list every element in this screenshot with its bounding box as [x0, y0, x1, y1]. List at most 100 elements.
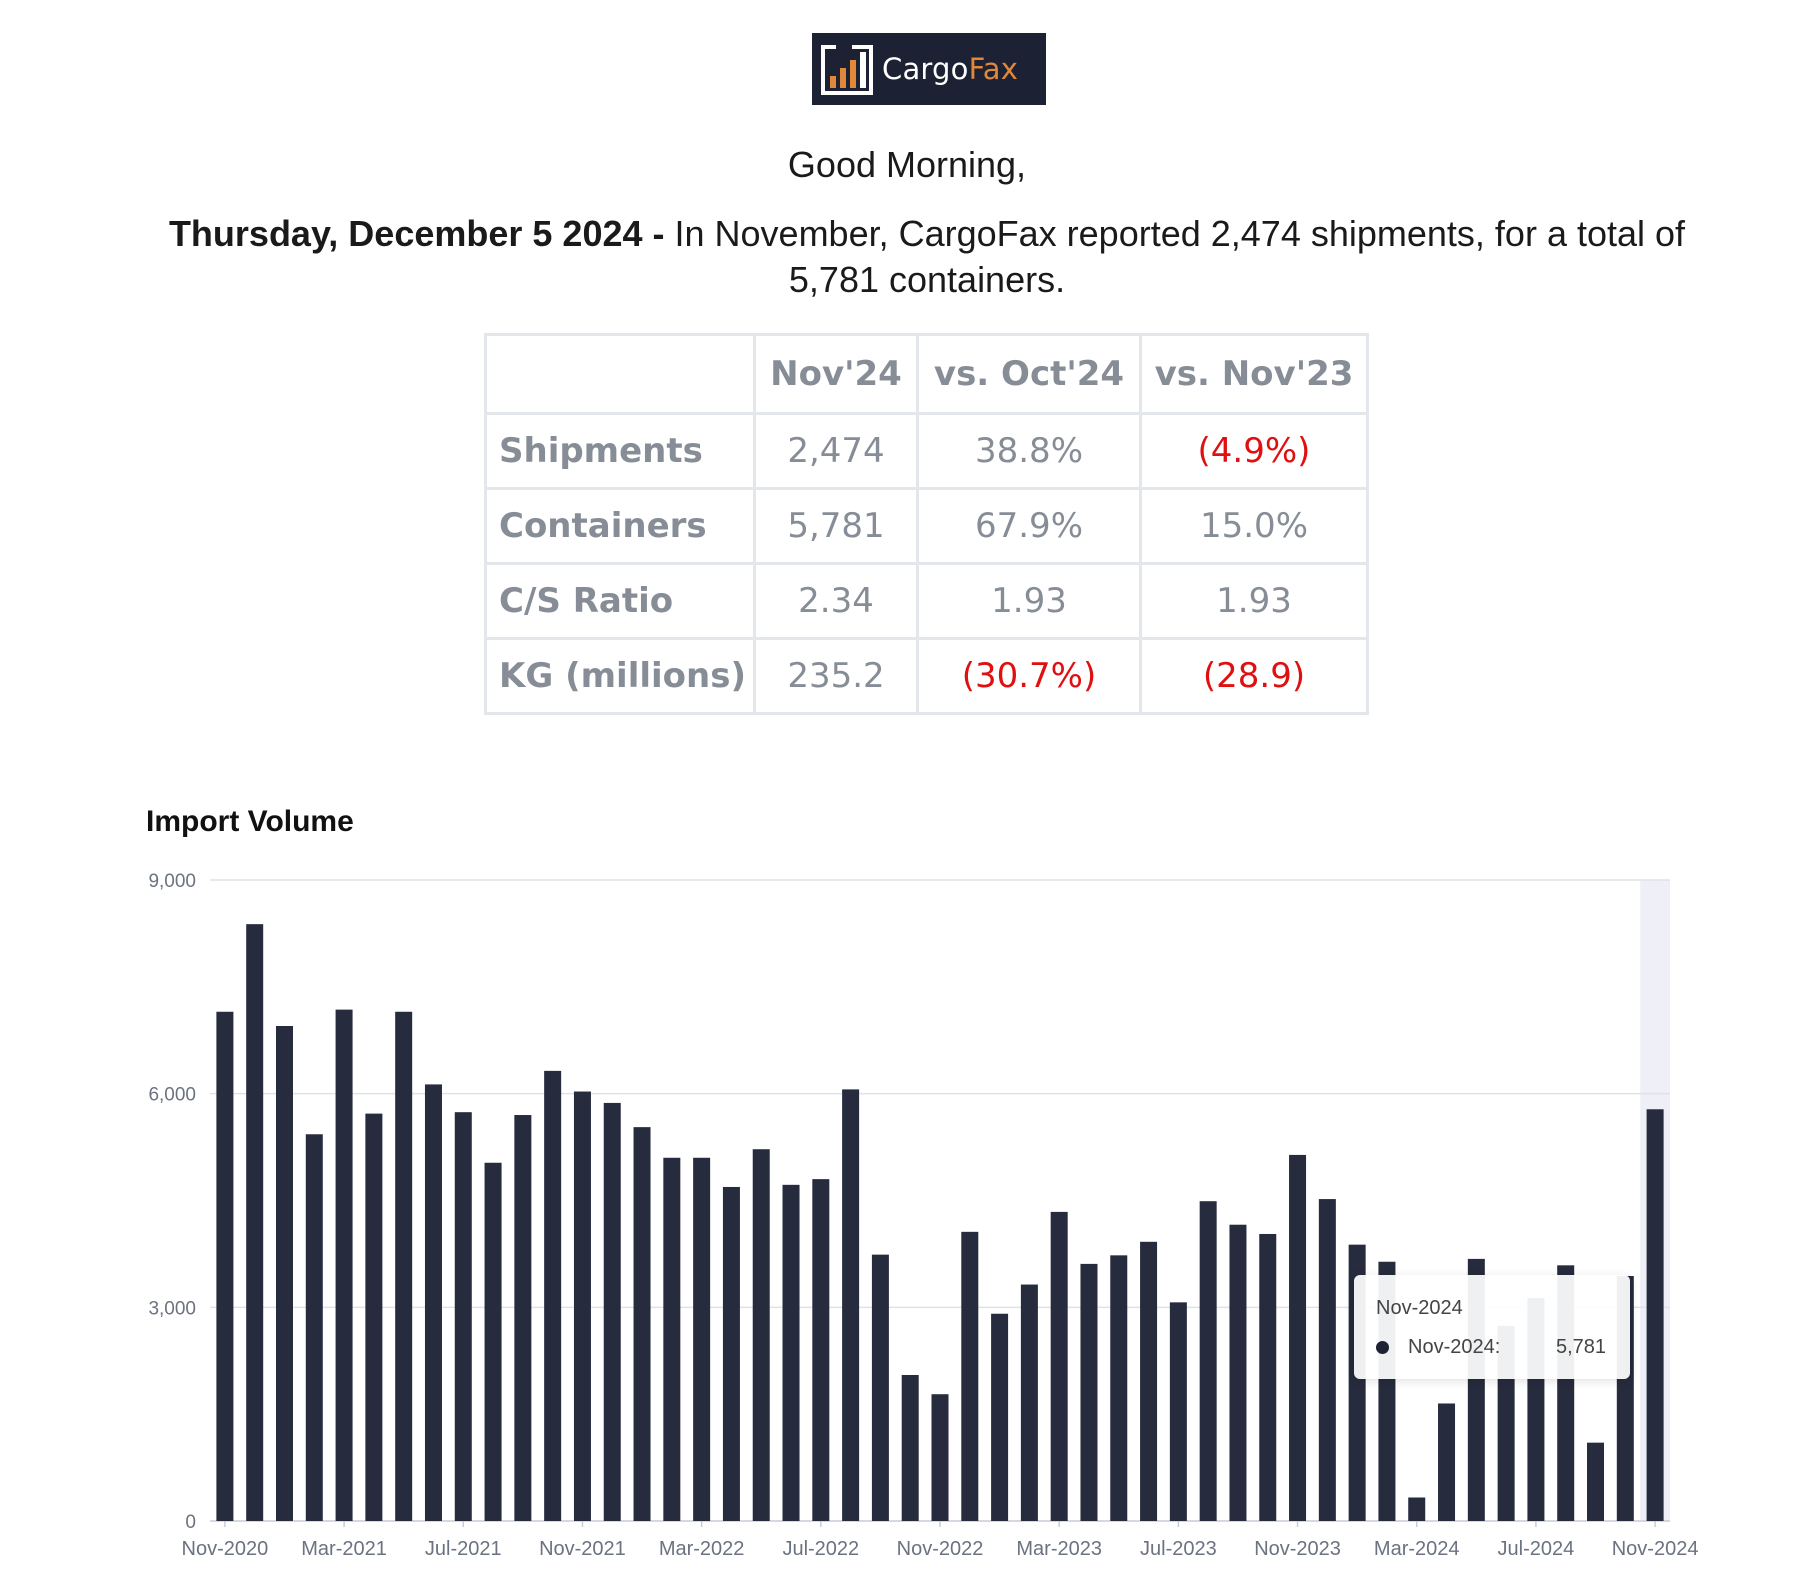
bar — [782, 1184, 800, 1521]
logo-word-fax: Fax — [968, 52, 1019, 86]
logo-wordmark: CargoFax — [882, 52, 1018, 86]
stats-cell: 235.2 — [753, 637, 919, 715]
stats-cell-negative: (28.9) — [1139, 637, 1369, 715]
x-tick-label: Jul-2023 — [1140, 1538, 1217, 1560]
cargofax-logo: CargoFax — [812, 33, 1046, 105]
stats-header-row: Nov'24 vs. Oct'24 vs. Nov'23 — [484, 333, 1369, 415]
bar — [1229, 1224, 1247, 1521]
stats-row-label: Shipments — [484, 412, 756, 490]
bar — [991, 1313, 1009, 1521]
import-volume-chart: 0 3,000 6,000 9,000 Nov-2020 Mar-2021 Jul-2021… — [148, 871, 1699, 1560]
bar — [424, 1084, 442, 1521]
tooltip-series-dot-icon — [1376, 1341, 1389, 1354]
headline: Thursday, December 5 2024 - In November,… — [150, 211, 1704, 303]
bar — [1408, 1497, 1426, 1521]
bar — [633, 1127, 651, 1521]
stats-cell: 2.34 — [753, 562, 919, 640]
stats-row-shipments: Shipments 2,474 38.8% (4.9%) — [484, 412, 1369, 490]
stats-cell-negative: (30.7%) — [916, 637, 1142, 715]
bar — [1169, 1302, 1187, 1521]
bar — [1438, 1403, 1456, 1521]
bar — [1140, 1241, 1158, 1521]
stats-row-containers: Containers 5,781 67.9% 15.0% — [484, 487, 1369, 565]
stats-row-kg: KG (millions) 235.2 (30.7%) (28.9) — [484, 637, 1369, 715]
bar — [1289, 1154, 1307, 1521]
chart-title: Import Volume — [146, 805, 354, 838]
x-tick-label: Nov-2022 — [897, 1538, 984, 1560]
stats-table: Nov'24 vs. Oct'24 vs. Nov'23 Shipments 2… — [484, 333, 1369, 715]
bar — [603, 1102, 621, 1521]
x-tick-label: Nov-2024 — [1612, 1538, 1699, 1560]
y-tick-label: 3,000 — [148, 1298, 196, 1319]
x-tick-label: Jul-2022 — [782, 1538, 859, 1560]
stats-header-vs-oct24: vs. Oct'24 — [916, 333, 1142, 415]
bar — [1646, 1109, 1664, 1521]
stats-row-label: Containers — [484, 487, 756, 565]
bar — [961, 1231, 979, 1521]
stats-cell: 38.8% — [916, 412, 1142, 490]
y-tick-label: 6,000 — [148, 1085, 196, 1106]
bar — [216, 1011, 234, 1521]
stats-cell: 15.0% — [1139, 487, 1369, 565]
stats-cell: 1.93 — [1139, 562, 1369, 640]
bar — [484, 1162, 502, 1521]
bar — [365, 1113, 383, 1521]
stats-header-blank — [484, 333, 756, 415]
x-tick-label: Mar-2023 — [1016, 1538, 1102, 1560]
headline-text: In November, CargoFax reported 2,474 shi… — [664, 213, 1686, 300]
logo-word-cargo: Cargo — [882, 52, 969, 86]
stats-row-cs-ratio: C/S Ratio 2.34 1.93 1.93 — [484, 562, 1369, 640]
bar — [395, 1011, 413, 1521]
x-tick-label: Mar-2024 — [1374, 1538, 1460, 1560]
bar — [454, 1112, 472, 1521]
bar — [812, 1179, 830, 1521]
y-tick-label: 0 — [185, 1512, 196, 1533]
stats-row-label: C/S Ratio — [484, 562, 756, 640]
stats-cell-negative: (4.9%) — [1139, 412, 1369, 490]
stats-header-nov24: Nov'24 — [753, 333, 919, 415]
x-tick-label: Nov-2023 — [1254, 1538, 1341, 1560]
bar — [246, 924, 264, 1521]
bar — [544, 1070, 562, 1521]
x-tick-label: Mar-2021 — [301, 1538, 387, 1560]
tooltip-value: 5,781 — [1556, 1336, 1607, 1358]
bar — [722, 1186, 740, 1521]
bar — [305, 1134, 323, 1521]
tooltip-series-label: Nov-2024: — [1408, 1336, 1501, 1358]
bar — [871, 1254, 889, 1521]
stats-header-vs-nov23: vs. Nov'23 — [1139, 333, 1369, 415]
bar — [275, 1026, 293, 1521]
bar — [1587, 1442, 1605, 1521]
stats-cell: 67.9% — [916, 487, 1142, 565]
bar — [901, 1374, 919, 1521]
bar — [663, 1157, 681, 1521]
x-tick-label: Nov-2021 — [539, 1538, 626, 1560]
bar — [514, 1115, 532, 1521]
x-tick-label: Nov-2020 — [182, 1538, 269, 1560]
bar — [693, 1157, 711, 1521]
bar — [1199, 1201, 1217, 1521]
tooltip-title: Nov-2024 — [1376, 1297, 1463, 1319]
bar-chart-logo-icon — [821, 43, 873, 95]
bar — [1020, 1284, 1038, 1521]
x-tick-label: Jul-2024 — [1498, 1538, 1575, 1560]
y-tick-label: 9,000 — [148, 871, 196, 892]
stats-row-label: KG (millions) — [484, 637, 756, 715]
chart-tooltip: Nov-2024 Nov-2024: 5,781 — [1354, 1275, 1630, 1379]
bar — [1050, 1211, 1068, 1521]
greeting: Good Morning, — [787, 144, 1027, 185]
bar — [1080, 1263, 1098, 1521]
headline-date: Thursday, December 5 2024 - — [168, 213, 665, 254]
stats-cell: 2,474 — [753, 412, 919, 490]
bar — [573, 1091, 591, 1521]
stats-cell: 1.93 — [916, 562, 1142, 640]
bar — [931, 1394, 949, 1521]
bar — [1259, 1233, 1277, 1521]
bar — [1110, 1255, 1128, 1521]
x-tick-label: Jul-2021 — [425, 1538, 502, 1560]
stats-cell: 5,781 — [753, 487, 919, 565]
bar — [752, 1149, 770, 1521]
bar — [842, 1089, 860, 1521]
bar — [335, 1009, 353, 1521]
x-tick-label: Mar-2022 — [659, 1538, 745, 1560]
